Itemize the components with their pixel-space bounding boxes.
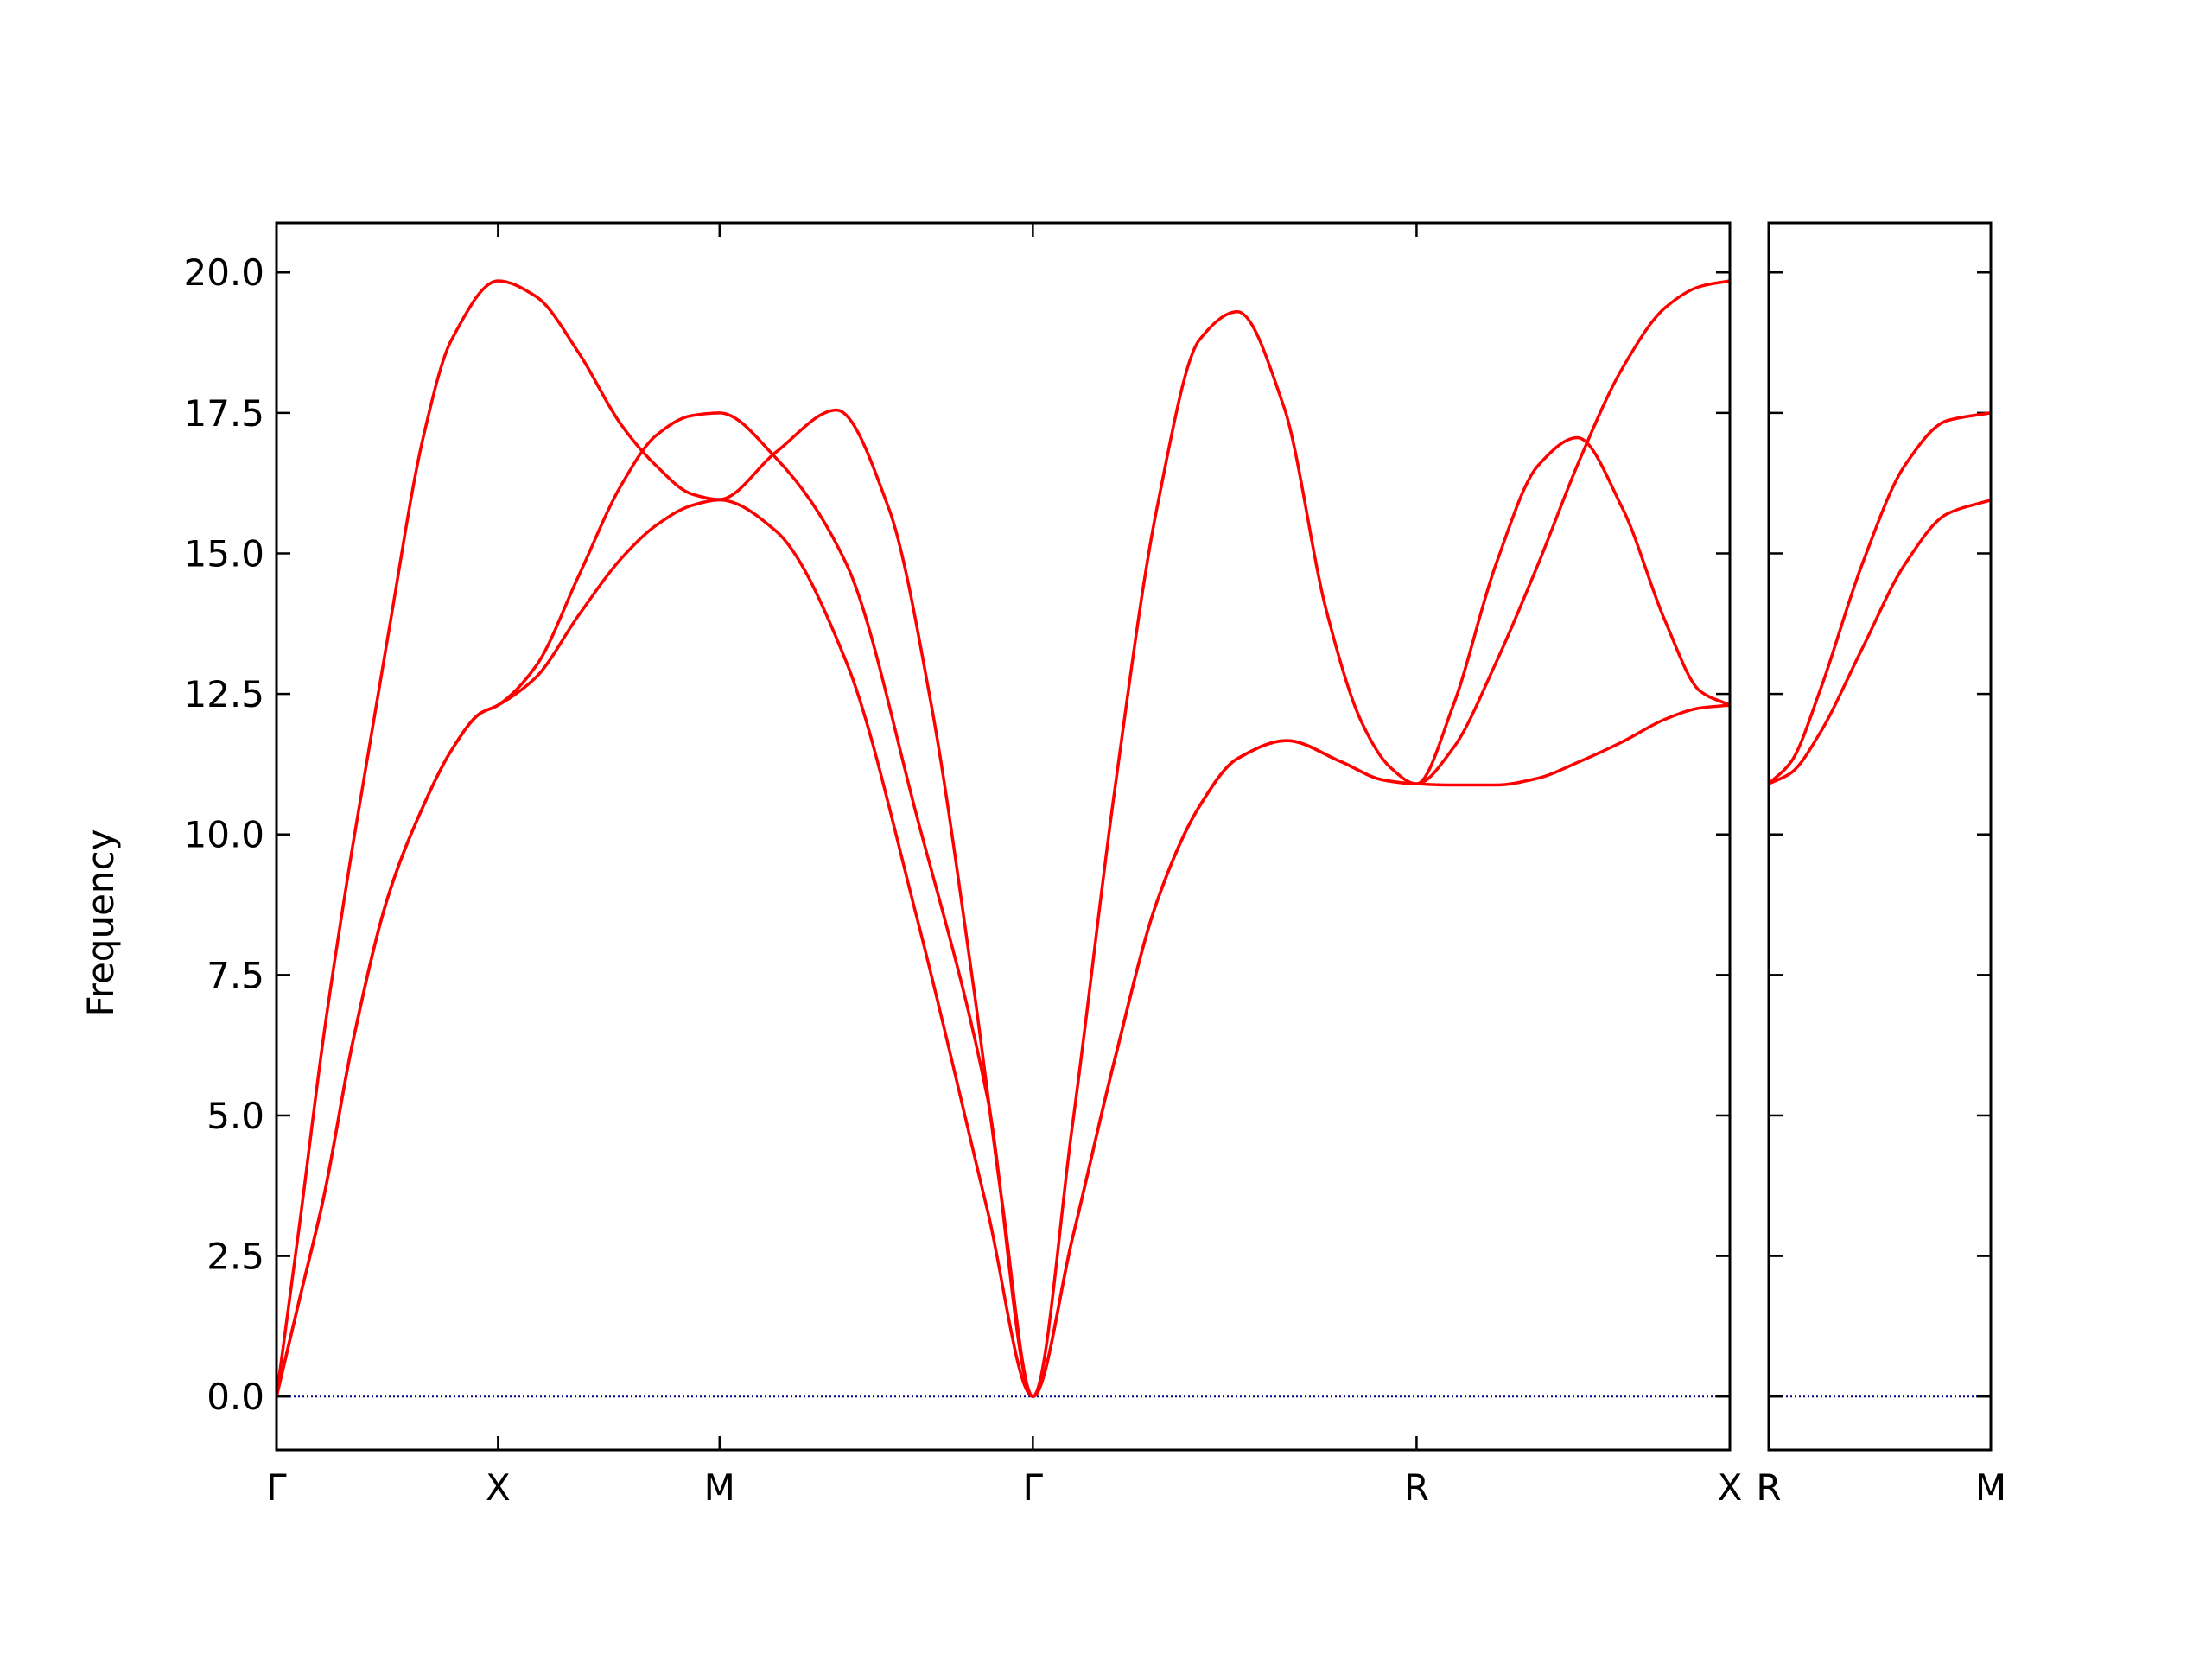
y-tick-label: 17.5 [183, 392, 264, 435]
y-tick-label: 7.5 [207, 954, 264, 996]
band-line [276, 279, 1730, 1398]
x-tick-label: R [1756, 1466, 1781, 1509]
band-line [276, 411, 1730, 1398]
band-line [1769, 499, 1991, 785]
band-line [276, 498, 1730, 1398]
plot-frame [275, 221, 1732, 1452]
y-tick-label: 12.5 [183, 673, 264, 715]
x-tick-label: X [486, 1466, 511, 1509]
y-tick-label: 20.0 [183, 251, 264, 294]
x-tick-label: X [1718, 1466, 1743, 1509]
x-tick-label: Γ [266, 1466, 287, 1509]
band-line [1769, 411, 1991, 785]
y-tick-label: 5.0 [207, 1095, 264, 1137]
y-axis-label: Frequency [79, 830, 122, 1017]
y-tick-label: 15.0 [183, 532, 264, 575]
plot-frame [1767, 221, 1993, 1452]
x-tick-label: M [1975, 1466, 2006, 1509]
y-tick-label: 10.0 [183, 814, 264, 856]
x-tick-label: Γ [1023, 1466, 1044, 1509]
x-tick-label: M [704, 1466, 735, 1509]
x-tick-label: R [1404, 1466, 1429, 1509]
y-tick-label: 2.5 [207, 1236, 264, 1278]
y-tick-label: 0.0 [207, 1376, 264, 1418]
